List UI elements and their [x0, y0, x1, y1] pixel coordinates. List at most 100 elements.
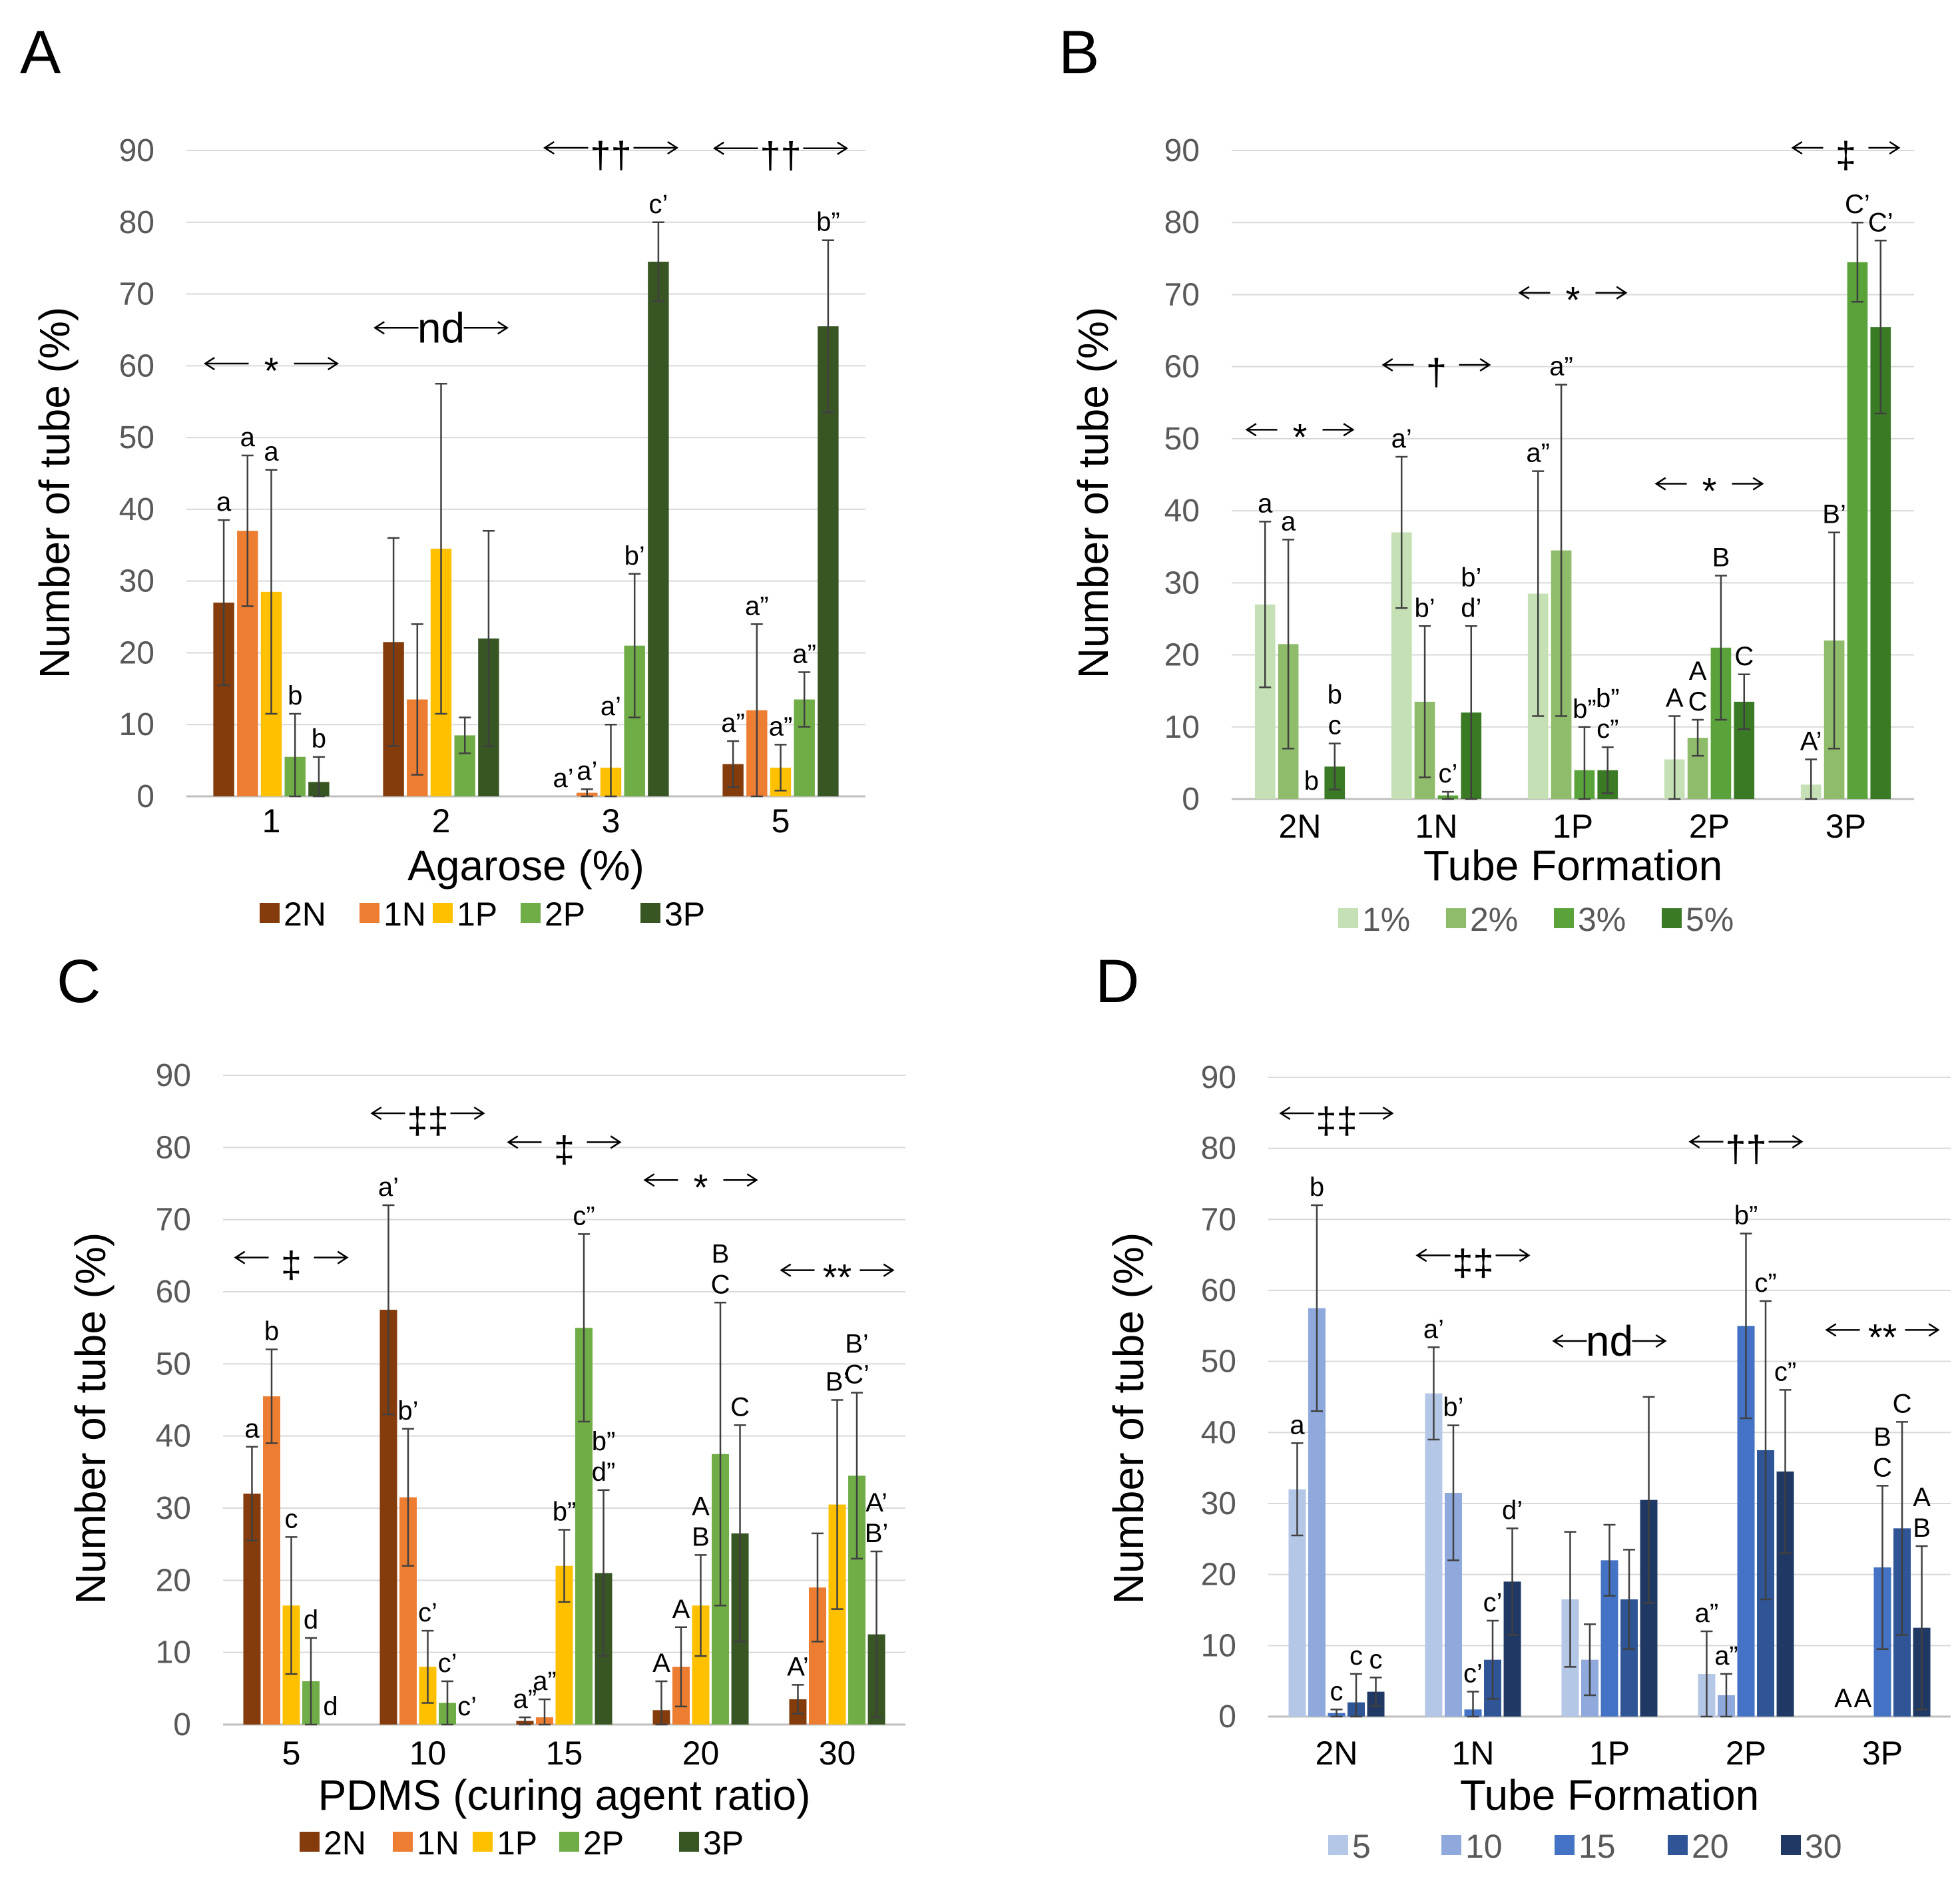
- group-annotation: ‡‡: [1316, 1099, 1357, 1141]
- x-tick-label: 3P: [1862, 1735, 1903, 1772]
- significance-letter: b: [288, 681, 302, 710]
- significance-letter: b’: [1461, 563, 1481, 592]
- arrowhead-left: [1518, 286, 1530, 300]
- x-tick-label: 20: [682, 1735, 720, 1772]
- significance-letter: c’: [648, 190, 668, 219]
- group-annotation: **: [1868, 1316, 1897, 1358]
- significance-letter: c”: [573, 1201, 595, 1230]
- significance-letter: a: [264, 437, 279, 467]
- arrowhead-right: [497, 321, 509, 335]
- arrowhead-right: [1889, 140, 1901, 155]
- y-tick-label: 70: [156, 1203, 191, 1238]
- group-annotation: ‡: [554, 1128, 575, 1170]
- arrowhead-right: [1792, 1135, 1804, 1149]
- arrowhead-left: [373, 321, 385, 335]
- arrowhead-right: [337, 1250, 349, 1264]
- legend-swatch: [360, 903, 379, 923]
- significance-letter: a”: [533, 1667, 557, 1696]
- legend-label: 15: [1579, 1828, 1616, 1865]
- significance-letter: B’: [1822, 500, 1846, 529]
- arrowhead-right: [837, 141, 849, 155]
- group-annotation: nd: [1586, 1317, 1633, 1365]
- y-tick-label: 80: [156, 1130, 191, 1165]
- y-tick-label: 30: [119, 564, 154, 599]
- x-tick-label: 5: [772, 802, 790, 840]
- arrowhead-right: [610, 1135, 622, 1149]
- arrowhead-right: [328, 357, 340, 371]
- legend-swatch: [300, 1832, 320, 1852]
- y-tick-label: 0: [1218, 1699, 1236, 1735]
- arrowhead-right: [1343, 423, 1355, 437]
- x-tick-label: 1: [262, 802, 281, 840]
- legend-swatch: [1555, 1835, 1575, 1855]
- y-tick-label: 20: [156, 1563, 191, 1598]
- group-annotation: ‡‡: [1452, 1241, 1493, 1283]
- x-tick-label: 2P: [1689, 808, 1730, 845]
- significance-letter: b’: [1415, 593, 1435, 623]
- significance-letter: a”: [513, 1685, 537, 1714]
- arrowhead-right: [1382, 1106, 1394, 1121]
- panel-a: A 0 10 20 30 40 50 60 70 80 90 Number of tube (%) Ag…: [20, 19, 865, 933]
- significance-letter: b”: [1596, 684, 1620, 713]
- significance-letter: C’: [1868, 208, 1893, 237]
- x-axis-title: Agarose (%): [407, 842, 644, 890]
- y-tick-label: 10: [156, 1635, 191, 1671]
- legend-label: 10: [1465, 1828, 1503, 1865]
- bar: [262, 1396, 280, 1725]
- significance-letter: a”: [769, 712, 793, 741]
- arrowhead-left: [780, 1263, 792, 1277]
- y-tick-label: 60: [119, 348, 154, 384]
- bar: [1847, 262, 1868, 799]
- legend-swatch: [640, 903, 660, 923]
- arrowhead-right: [883, 1263, 895, 1277]
- significance-letter: d”: [592, 1458, 616, 1487]
- y-tick-label: 70: [119, 277, 154, 312]
- x-tick-label: 30: [819, 1735, 856, 1772]
- legend-label: 1P: [497, 1824, 537, 1862]
- significance-letter: a: [1290, 1410, 1305, 1440]
- x-axis-title: PDMS (curing agent ratio): [318, 1771, 811, 1819]
- significance-letter: B’: [826, 1368, 850, 1397]
- significance-letter: a”: [745, 591, 769, 621]
- group-annotation: *: [1702, 470, 1717, 512]
- y-tick-label: 30: [1201, 1486, 1236, 1521]
- significance-letter: A: [1666, 684, 1684, 713]
- significance-letter: A’: [787, 1652, 809, 1681]
- arrowhead-left: [1381, 358, 1393, 372]
- y-axis-title: Number of tube (%): [31, 307, 79, 678]
- significance-letter: C’: [1845, 190, 1870, 219]
- significance-letter: b: [264, 1317, 279, 1346]
- significance-letter: b’: [1443, 1393, 1463, 1422]
- x-tick-label: 3: [602, 802, 620, 840]
- group-annotation: ††: [590, 134, 631, 176]
- x-tick-label: 2N: [1279, 808, 1322, 845]
- significance-letter: c’: [1483, 1588, 1503, 1617]
- y-tick-label: 0: [173, 1707, 191, 1743]
- y-tick-label: 80: [119, 205, 154, 240]
- significance-letter: c: [1369, 1645, 1383, 1674]
- significance-letter: a’: [577, 756, 597, 786]
- legend-label: 2N: [324, 1824, 366, 1862]
- significance-letter: c’: [1463, 1659, 1483, 1689]
- significance-letter: a”: [1714, 1641, 1738, 1671]
- arrowhead-left: [1279, 1106, 1291, 1121]
- y-tick-label: 0: [1182, 782, 1200, 817]
- significance-letter: b”: [553, 1497, 577, 1527]
- significance-letter: c: [1349, 1641, 1363, 1671]
- significance-letter: a: [216, 487, 232, 517]
- arrowhead-left: [1825, 1323, 1837, 1337]
- y-tick-label: 90: [1201, 1060, 1236, 1095]
- legend-label: 2P: [545, 896, 585, 933]
- significance-letter: c”: [1596, 714, 1618, 744]
- group-annotation: ‡: [281, 1244, 302, 1286]
- y-tick-label: 30: [1164, 565, 1200, 601]
- x-tick-label: 2: [432, 802, 451, 840]
- y-tick-label: 20: [1201, 1557, 1236, 1593]
- legend-swatch: [1781, 1835, 1801, 1855]
- legend-swatch: [1668, 1835, 1688, 1855]
- legend-label: 3P: [703, 1824, 744, 1862]
- arrowhead-right: [473, 1106, 485, 1121]
- significance-letter: d’: [1502, 1495, 1523, 1525]
- significance-letter: b”: [592, 1427, 616, 1456]
- legend-label: 2N: [284, 896, 326, 933]
